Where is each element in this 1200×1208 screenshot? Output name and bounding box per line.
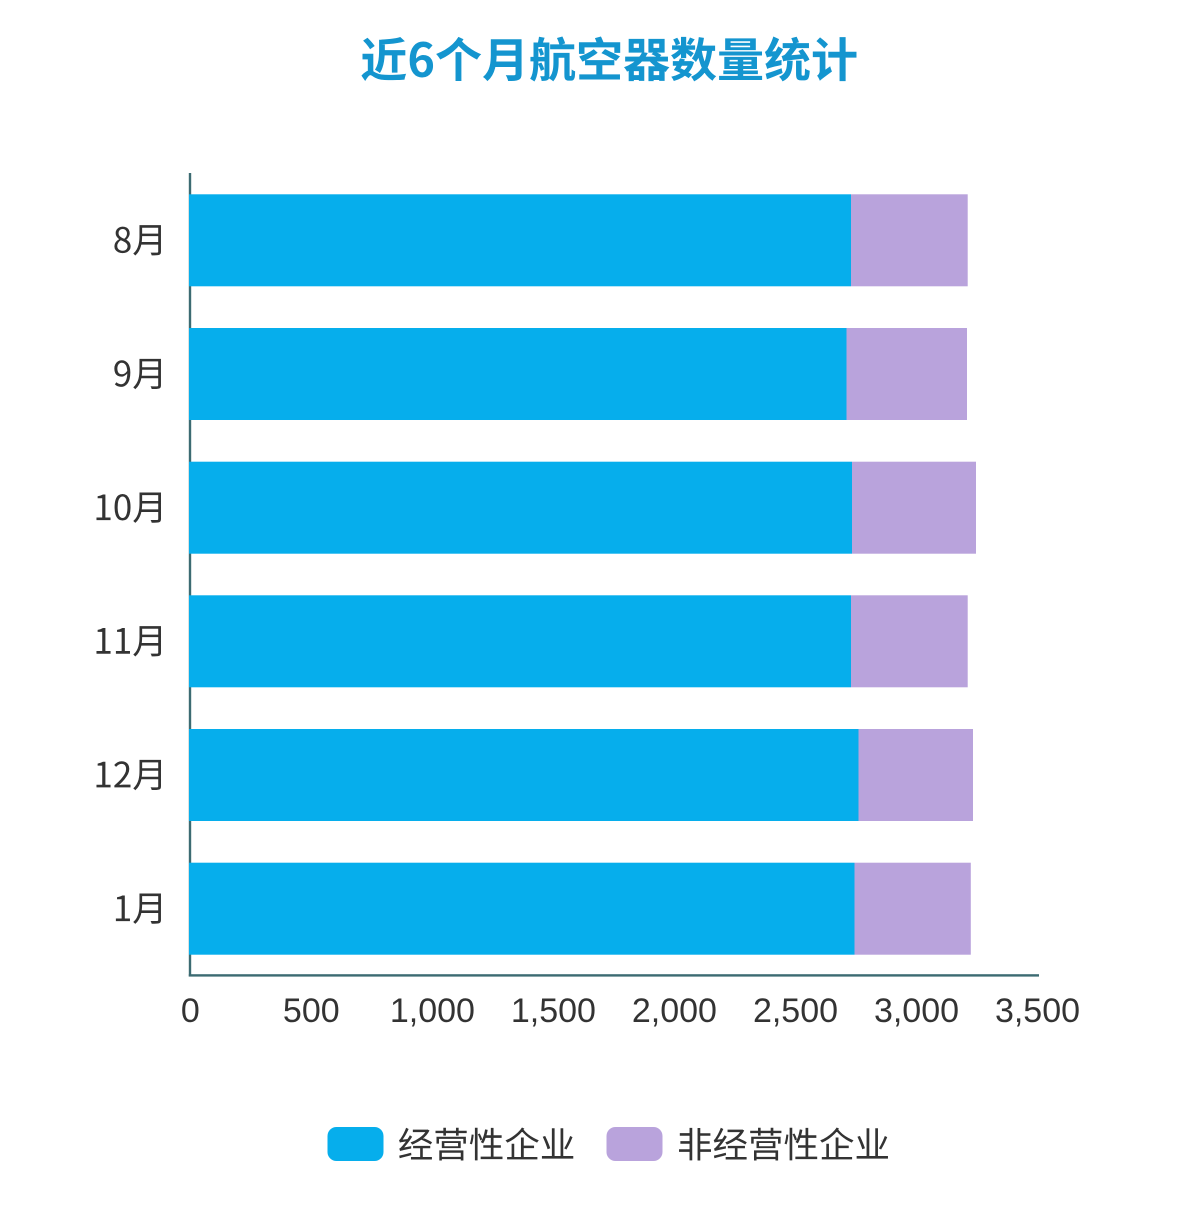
- svg-text:3,000: 3,000: [874, 992, 959, 1030]
- svg-text:1,500: 1,500: [511, 992, 596, 1030]
- svg-text:500: 500: [283, 992, 340, 1030]
- svg-text:1,000: 1,000: [390, 992, 475, 1030]
- svg-text:0: 0: [181, 992, 200, 1030]
- svg-text:3,500: 3,500: [995, 992, 1080, 1030]
- svg-text:2,000: 2,000: [632, 992, 717, 1030]
- svg-text:2,500: 2,500: [753, 992, 838, 1030]
